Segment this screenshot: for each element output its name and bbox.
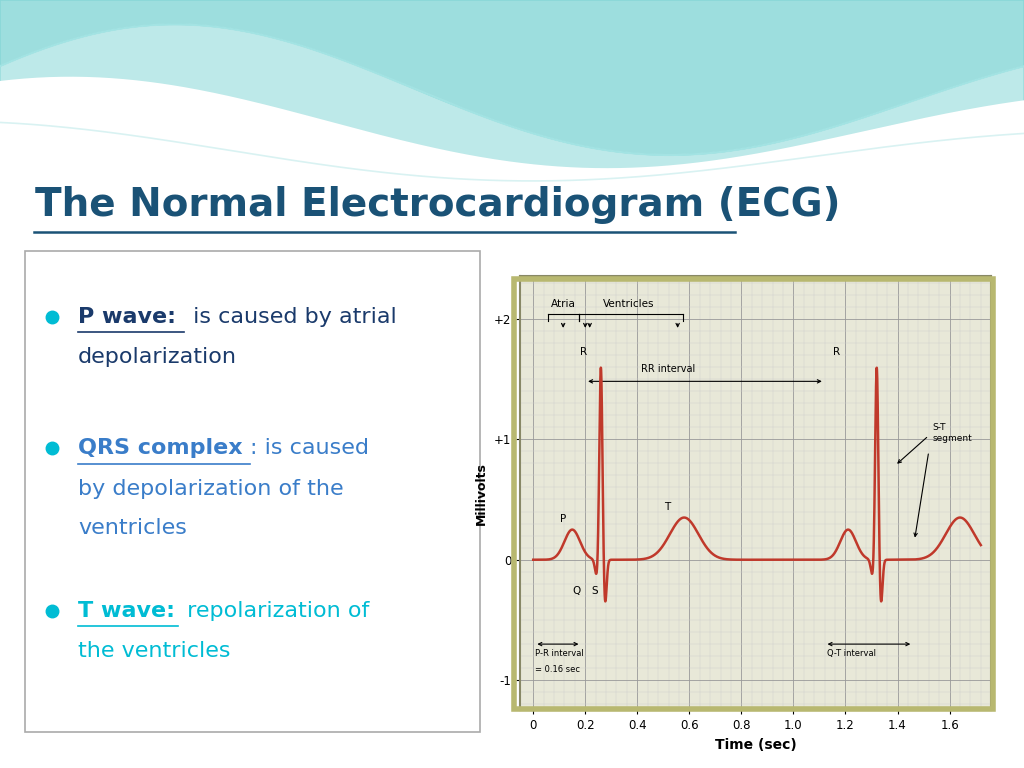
Text: T wave:: T wave: [78,601,175,621]
Text: The Normal Electrocardiogram (ECG): The Normal Electrocardiogram (ECG) [35,186,841,224]
Y-axis label: Millivolts: Millivolts [475,462,488,525]
Text: Q-T interval: Q-T interval [827,649,877,658]
Text: ventricles: ventricles [78,518,186,538]
Text: = 0.16 sec: = 0.16 sec [536,665,581,674]
X-axis label: Time (sec): Time (sec) [715,738,797,752]
Text: Ventricles: Ventricles [602,299,654,309]
Text: S: S [591,586,598,596]
Text: R: R [581,347,588,357]
FancyBboxPatch shape [25,250,480,733]
Text: P wave:: P wave: [78,306,176,326]
Text: by depolarization of the: by depolarization of the [78,479,344,499]
Text: R: R [833,347,840,357]
Text: Atria: Atria [551,299,575,309]
Text: S-T
segment: S-T segment [933,423,973,443]
Text: P: P [560,514,566,524]
Text: : is caused: : is caused [250,439,369,458]
Text: depolarization: depolarization [78,347,237,367]
Text: T: T [665,502,671,511]
Text: RR interval: RR interval [641,364,695,374]
Text: the ventricles: the ventricles [78,641,230,661]
Text: repolarization of: repolarization of [180,601,370,621]
Text: Q: Q [572,586,581,596]
Text: QRS complex: QRS complex [78,439,243,458]
Text: is caused by atrial: is caused by atrial [186,306,396,326]
Text: P-R interval: P-R interval [536,649,584,658]
